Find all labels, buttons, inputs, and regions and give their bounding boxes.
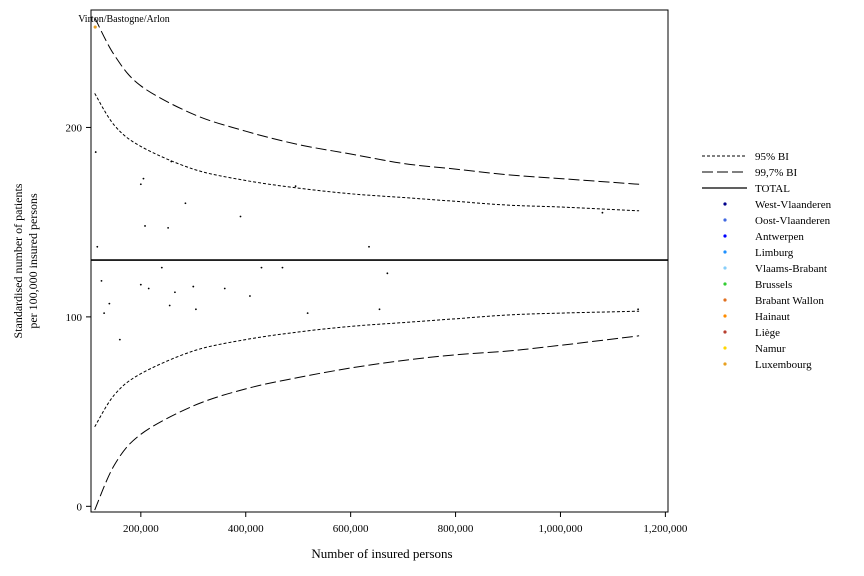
data-point [100,279,103,282]
legend-label: Brabant Wallon [755,295,824,307]
data-point [294,185,297,188]
legend-marker [723,250,727,254]
data-point [96,245,99,248]
x-axis-label: Number of insured persons [311,546,452,561]
data-point [167,226,170,229]
data-point [306,312,309,314]
legend-marker [723,282,727,286]
data-point [139,283,142,286]
legend-marker [723,298,727,302]
band-997-lower [94,335,640,511]
confidence-bands [94,17,640,511]
x-tick-label: 400,000 [228,523,264,535]
x-tick-label: 1,000,000 [538,523,583,535]
legend-label: 95% BI [755,151,789,163]
band-95-upper [94,93,640,212]
legend-label: Luxembourg [755,359,812,371]
legend-marker [723,314,727,318]
legend-marker [723,362,727,366]
data-point [94,151,97,153]
data-point [239,215,242,218]
x-axis: 200,000 400,000 600,000 800,000 1,000,000 1,2… [123,512,688,535]
data-point [368,245,370,248]
x-tick-label: 200,000 [123,523,159,535]
data-point [386,272,389,275]
data-point [170,160,173,163]
data-point [223,287,226,290]
legend-label: Hainaut [755,311,790,323]
legend-marker [723,266,727,270]
legend: 95% BI 99,7% BI TOTAL West-Vlaanderen Oost-V… [702,151,832,371]
data-point [184,202,187,205]
data-points [93,25,640,341]
legend-marker [723,346,727,350]
y-tick-label: 200 [66,122,83,134]
legend-label: Vlaams-Brabant [755,263,827,275]
data-point [144,225,146,227]
x-tick-label: 600,000 [333,523,369,535]
point-annotation: Virton/Bastogne/Arlon [78,14,170,25]
legend-label: Brussels [755,279,792,291]
data-point [195,308,197,311]
legend-marker [723,330,727,334]
y-tick-label: 100 [66,312,83,324]
y-axis-label-line1: Standardised number of patients [11,183,25,338]
legend-label: Limburg [755,247,794,259]
legend-label: Liège [755,327,780,339]
data-point [192,285,195,288]
legend-label: West-Vlaanderen [755,199,832,211]
data-point [142,177,145,180]
data-point [118,338,121,341]
y-tick-label: 0 [77,501,83,513]
data-point-highlight [93,25,97,29]
band-997-upper [94,17,640,185]
data-point [260,266,263,269]
y-axis: 0 100 200 [66,122,91,513]
data-point [103,312,106,314]
data-point [281,266,284,269]
data-point [160,266,163,269]
x-tick-label: 1,200,000 [643,523,688,535]
legend-label: Antwerpen [755,231,804,243]
legend-marker [723,202,727,206]
legend-marker [723,218,727,222]
band-95-lower [94,310,640,428]
data-point [601,211,604,214]
legend-label: 99,7% BI [755,167,798,179]
data-point [108,302,111,305]
data-point [378,308,381,311]
legend-marker [723,234,727,238]
legend-label: Oost-Vlaanderen [755,215,831,227]
data-point [139,183,142,186]
data-point [168,304,171,307]
legend-label: Namur [755,343,786,355]
y-axis-label-line2: per 100,000 insured persons [26,193,40,329]
data-point [147,287,150,290]
data-point [637,308,640,311]
legend-label: TOTAL [755,183,790,195]
data-point [249,295,251,297]
data-point [174,291,176,294]
x-tick-label: 800,000 [438,523,474,535]
plot-frame [90,9,669,513]
